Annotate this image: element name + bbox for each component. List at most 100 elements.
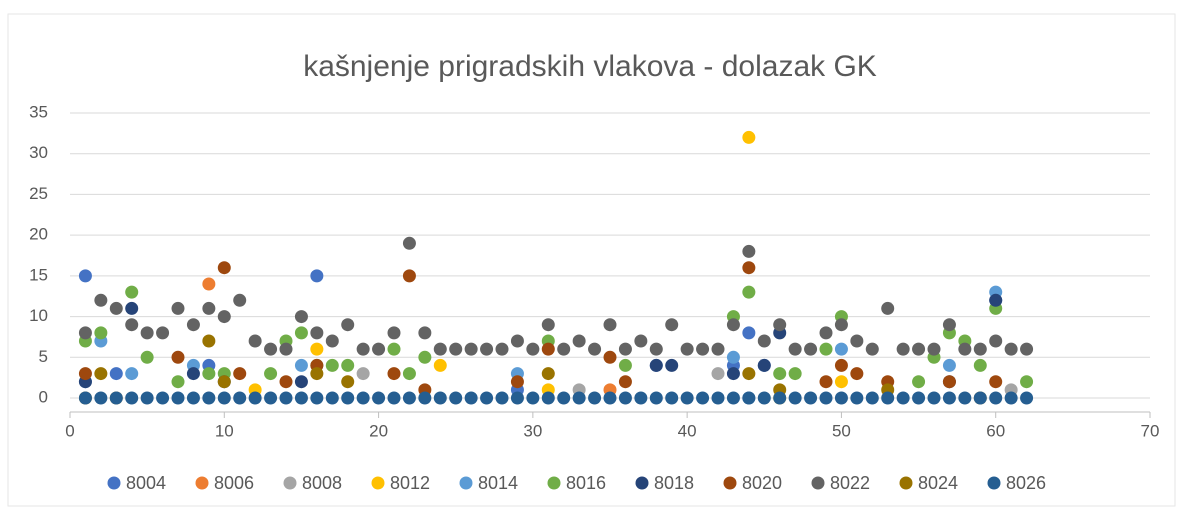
point	[711, 391, 725, 405]
point	[557, 342, 571, 356]
point	[804, 391, 818, 405]
point	[1020, 342, 1034, 356]
point	[202, 301, 216, 315]
point	[865, 342, 879, 356]
point	[495, 391, 509, 405]
point	[834, 318, 848, 332]
point	[973, 342, 987, 356]
point	[850, 367, 864, 381]
legend-marker	[811, 476, 825, 490]
point	[742, 326, 756, 340]
point	[341, 375, 355, 389]
point	[294, 326, 308, 340]
point	[356, 367, 370, 381]
point	[850, 334, 864, 348]
point	[449, 342, 463, 356]
point	[140, 391, 154, 405]
point	[896, 391, 910, 405]
point	[989, 375, 1003, 389]
point	[834, 358, 848, 372]
legend-marker	[723, 476, 737, 490]
legend-marker	[195, 476, 209, 490]
point	[418, 391, 432, 405]
point	[588, 391, 602, 405]
point	[433, 391, 447, 405]
point	[819, 391, 833, 405]
point	[942, 358, 956, 372]
point	[834, 391, 848, 405]
point	[449, 391, 463, 405]
point	[279, 375, 293, 389]
point	[1004, 342, 1018, 356]
point	[742, 130, 756, 144]
point	[294, 358, 308, 372]
point	[912, 375, 926, 389]
point	[757, 334, 771, 348]
point	[186, 367, 200, 381]
legend-label: 8022	[830, 473, 870, 493]
point	[541, 318, 555, 332]
point	[109, 391, 123, 405]
point	[973, 358, 987, 372]
point	[217, 261, 231, 275]
point	[773, 318, 787, 332]
point	[402, 391, 416, 405]
point	[757, 358, 771, 372]
point	[310, 342, 324, 356]
point	[279, 391, 293, 405]
point	[819, 375, 833, 389]
point	[294, 391, 308, 405]
y-tick-label: 25	[29, 184, 48, 203]
point	[711, 367, 725, 381]
point	[202, 391, 216, 405]
point	[78, 391, 92, 405]
point	[1020, 391, 1034, 405]
y-tick-label: 10	[29, 306, 48, 325]
legend-marker	[987, 476, 1001, 490]
point	[387, 326, 401, 340]
point	[264, 367, 278, 381]
point	[202, 367, 216, 381]
point	[202, 334, 216, 348]
point	[588, 342, 602, 356]
point	[294, 375, 308, 389]
point	[94, 326, 108, 340]
point	[726, 391, 740, 405]
point	[649, 342, 663, 356]
point	[989, 293, 1003, 307]
point	[804, 342, 818, 356]
point	[480, 391, 494, 405]
point	[680, 391, 694, 405]
legend-label: 8020	[742, 473, 782, 493]
point	[125, 285, 139, 299]
point	[402, 269, 416, 283]
point	[618, 342, 632, 356]
y-tick-label: 15	[29, 265, 48, 284]
point	[310, 326, 324, 340]
legend-label: 8012	[390, 473, 430, 493]
point	[541, 367, 555, 381]
point	[912, 391, 926, 405]
x-tick-label: 0	[65, 421, 74, 440]
point	[186, 318, 200, 332]
x-tick-label: 60	[986, 421, 1005, 440]
x-tick-label: 30	[523, 421, 542, 440]
point	[773, 391, 787, 405]
point	[94, 293, 108, 307]
legend-label: 8008	[302, 473, 342, 493]
point	[649, 358, 663, 372]
point	[325, 334, 339, 348]
point	[958, 342, 972, 356]
point	[248, 334, 262, 348]
x-tick-label: 20	[369, 421, 388, 440]
point	[942, 375, 956, 389]
point	[757, 391, 771, 405]
legend-marker	[371, 476, 385, 490]
point	[233, 293, 247, 307]
point	[958, 391, 972, 405]
point	[202, 277, 216, 291]
point	[726, 367, 740, 381]
legend-marker	[635, 476, 649, 490]
point	[125, 301, 139, 315]
